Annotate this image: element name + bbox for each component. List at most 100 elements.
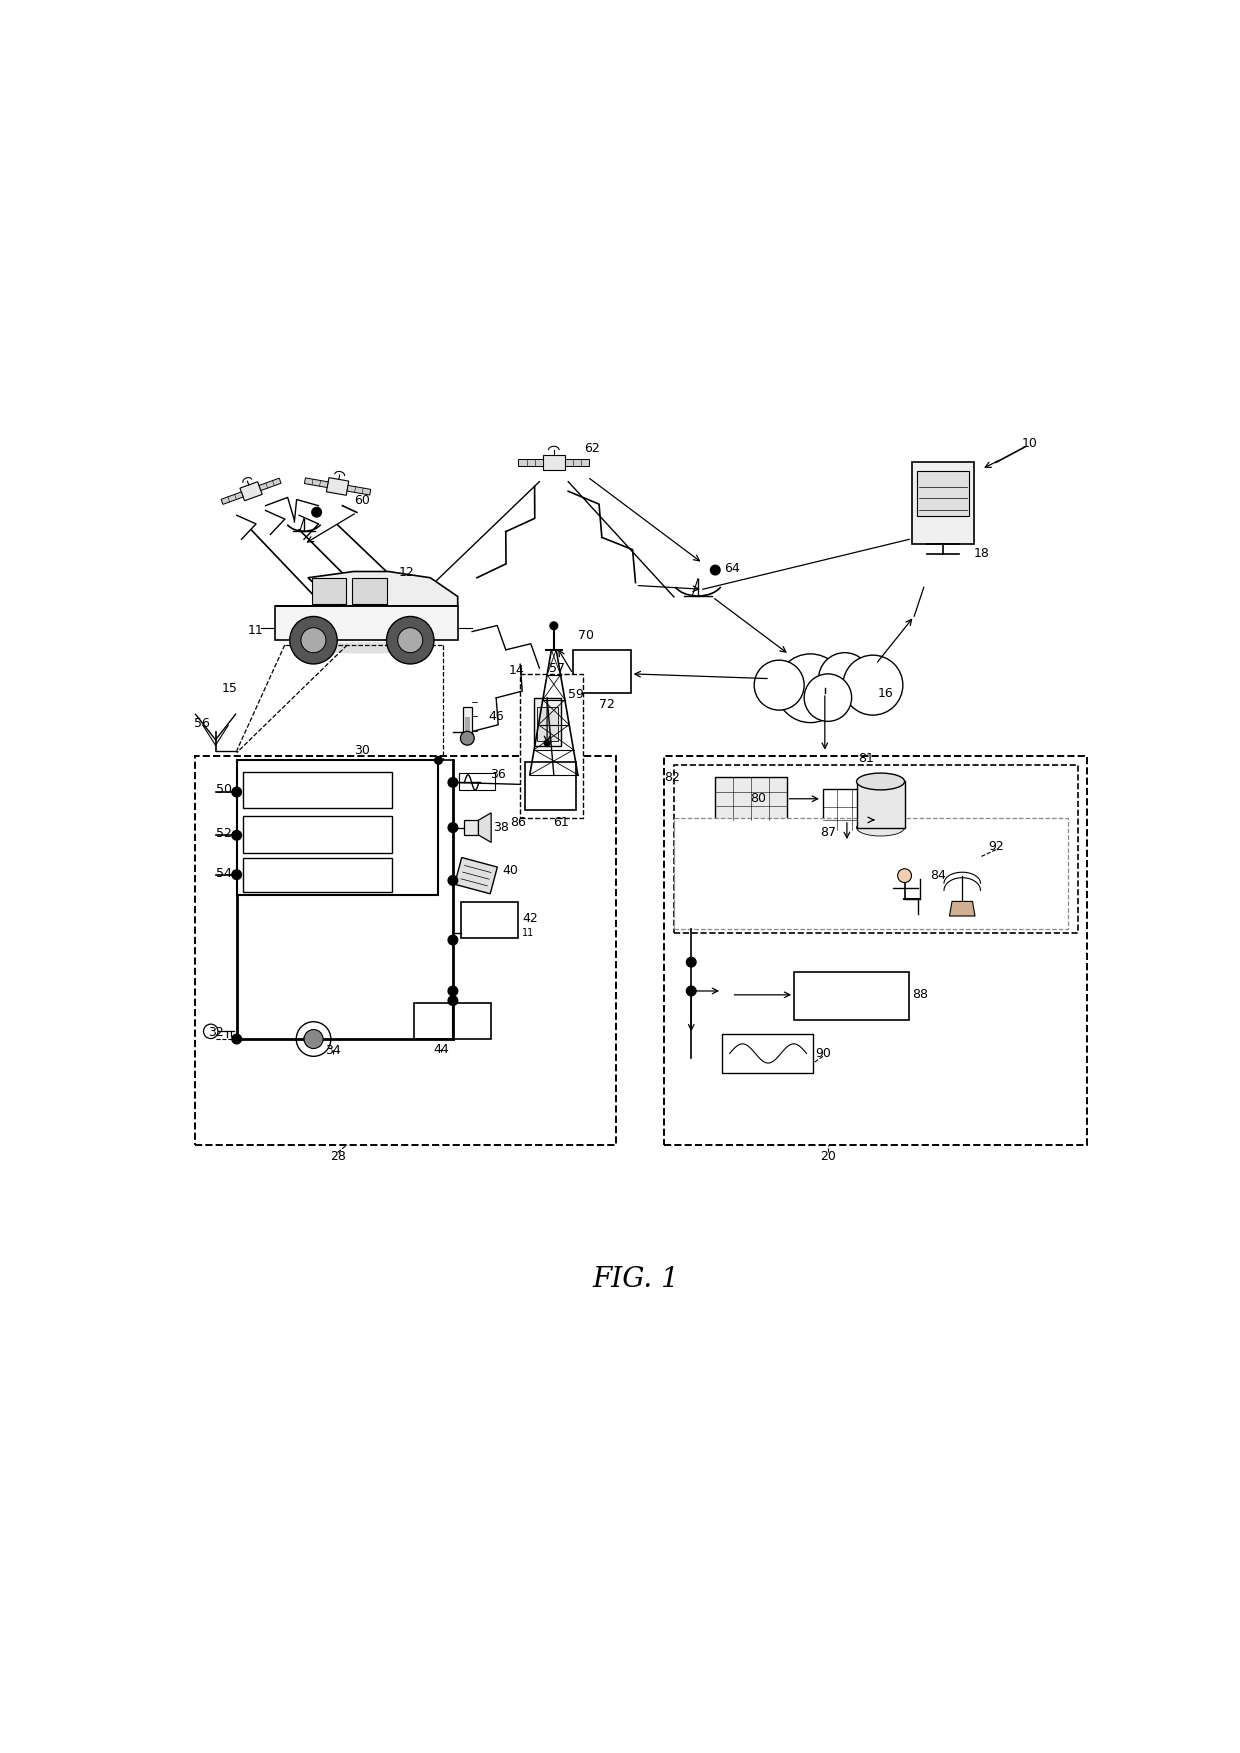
Bar (675, 819, 1068, 929)
Text: 40: 40 (502, 864, 518, 876)
Text: 14: 14 (508, 663, 525, 677)
Text: 18: 18 (973, 547, 990, 561)
Text: 52: 52 (216, 827, 232, 840)
Circle shape (448, 822, 458, 833)
Text: 56: 56 (195, 717, 210, 731)
Bar (275, 607, 458, 640)
Text: 64: 64 (724, 561, 739, 575)
Text: 15: 15 (222, 682, 238, 694)
Circle shape (843, 656, 903, 715)
Text: 30: 30 (353, 745, 370, 757)
Circle shape (687, 987, 696, 996)
Ellipse shape (857, 819, 904, 836)
Polygon shape (259, 479, 281, 491)
Polygon shape (564, 459, 589, 466)
Text: 11: 11 (248, 624, 264, 636)
Circle shape (232, 869, 242, 880)
Text: 10: 10 (1022, 436, 1038, 451)
Text: 88: 88 (911, 989, 928, 1001)
Bar (460, 901, 518, 938)
Text: 87: 87 (820, 826, 836, 840)
Circle shape (232, 1034, 242, 1043)
Bar (465, 717, 470, 736)
Bar (414, 1003, 491, 1040)
Circle shape (448, 876, 458, 885)
Polygon shape (326, 477, 348, 496)
Circle shape (398, 628, 423, 652)
Bar (196, 756, 616, 1145)
Bar (463, 708, 472, 736)
Text: 50: 50 (216, 782, 232, 796)
Circle shape (711, 564, 720, 575)
Polygon shape (479, 813, 491, 843)
Text: 84: 84 (930, 869, 946, 882)
Bar (243, 859, 392, 892)
Circle shape (776, 654, 844, 722)
Circle shape (290, 617, 337, 664)
Circle shape (448, 996, 458, 1006)
Text: 59: 59 (568, 689, 584, 701)
Text: 16: 16 (878, 687, 893, 699)
Bar (857, 782, 905, 827)
Circle shape (448, 936, 458, 945)
Circle shape (304, 1034, 314, 1043)
Polygon shape (305, 479, 329, 487)
Text: 82: 82 (665, 771, 680, 784)
Bar (533, 698, 560, 747)
Text: 34: 34 (325, 1045, 341, 1057)
Bar (525, 763, 575, 810)
Bar (911, 463, 975, 543)
Bar (243, 771, 392, 808)
Bar (665, 756, 1087, 1145)
Circle shape (435, 757, 443, 764)
Text: 28: 28 (330, 1150, 346, 1162)
Text: 46: 46 (489, 710, 503, 722)
Text: 62: 62 (584, 442, 600, 454)
Circle shape (232, 787, 242, 798)
Circle shape (311, 507, 321, 517)
Bar (794, 971, 909, 1020)
Polygon shape (464, 820, 479, 834)
Circle shape (301, 628, 326, 652)
Bar (823, 789, 870, 829)
Text: 86: 86 (511, 817, 526, 829)
Bar (537, 708, 558, 742)
Circle shape (818, 652, 870, 705)
Text: 38: 38 (494, 820, 508, 834)
Bar (521, 673, 583, 819)
Ellipse shape (857, 773, 904, 791)
Polygon shape (950, 901, 975, 917)
Circle shape (387, 617, 434, 664)
Polygon shape (518, 459, 543, 466)
Circle shape (805, 673, 852, 722)
Circle shape (460, 731, 474, 745)
Text: 20: 20 (820, 1150, 836, 1162)
Circle shape (754, 661, 805, 710)
Polygon shape (275, 571, 458, 607)
Text: 72: 72 (599, 698, 615, 712)
Circle shape (448, 778, 458, 787)
Text: 81: 81 (858, 752, 874, 764)
Bar (573, 650, 631, 692)
Text: 90: 90 (815, 1047, 831, 1061)
Bar (722, 1034, 813, 1073)
Ellipse shape (308, 642, 425, 654)
Circle shape (232, 831, 242, 840)
Text: 92: 92 (988, 840, 1003, 854)
Text: 60: 60 (353, 494, 370, 507)
Bar (311, 578, 346, 605)
Circle shape (448, 987, 458, 996)
Polygon shape (241, 482, 262, 501)
Text: 11: 11 (522, 929, 534, 938)
Text: 44: 44 (434, 1043, 449, 1055)
Circle shape (687, 957, 696, 968)
Text: 80: 80 (750, 792, 766, 805)
Bar (352, 578, 387, 605)
Bar (237, 761, 439, 894)
Text: 54: 54 (216, 868, 232, 880)
Bar (675, 764, 1078, 933)
Circle shape (304, 1029, 324, 1048)
Circle shape (544, 740, 551, 747)
Polygon shape (455, 857, 497, 894)
Bar (243, 817, 392, 852)
